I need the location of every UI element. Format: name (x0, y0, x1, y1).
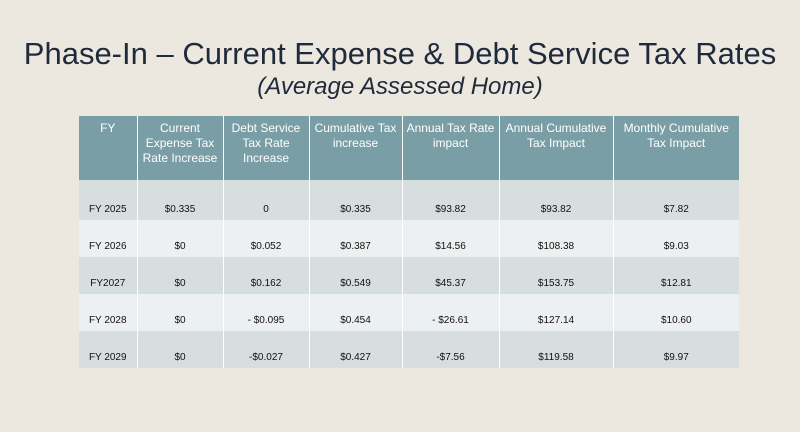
table-cell: $45.37 (402, 257, 500, 294)
table-cell: $93.82 (499, 180, 614, 220)
tax-rate-table: FY Current Expense Tax Rate Increase Deb… (79, 116, 739, 368)
table-cell: $127.14 (499, 294, 614, 331)
table-cell: $0 (137, 331, 224, 368)
table-cell: FY 2026 (79, 220, 138, 257)
table-cell: $153.75 (499, 257, 614, 294)
table-cell: FY2027 (79, 257, 138, 294)
slide-subtitle: (Average Assessed Home) (257, 73, 543, 100)
table-cell: 0 (223, 180, 310, 220)
table-cell: $0.052 (223, 220, 310, 257)
table-cell: - $26.61 (402, 294, 500, 331)
header-current-expense-tax-rate-increase: Current Expense Tax Rate Increase (137, 116, 224, 180)
table-cell: $0.387 (309, 220, 403, 257)
table-cell: - $0.095 (223, 294, 310, 331)
table-cell: $119.58 (499, 331, 614, 368)
table-cell: $93.82 (402, 180, 500, 220)
slide-title: Phase-In – Current Expense & Debt Servic… (23, 36, 777, 71)
table-cell: $9.97 (613, 331, 739, 368)
table-row: FY 2026 $0 $0.052 $0.387 $14.56 $108.38 … (79, 220, 739, 257)
table-cell: $12.81 (613, 257, 739, 294)
table-cell: $10.60 (613, 294, 739, 331)
table-cell: $0 (137, 220, 224, 257)
header-annual-tax-rate-impact: Annual Tax Rate impact (402, 116, 500, 180)
table-cell: $0.162 (223, 257, 310, 294)
table-cell: $0.335 (309, 180, 403, 220)
table-row: FY 2029 $0 -$0.027 $0.427 -$7.56 $119.58… (79, 331, 739, 368)
table-cell: -$7.56 (402, 331, 500, 368)
header-fy: FY (79, 116, 138, 180)
header-debt-service-tax-rate-increase: Debt Service Tax Rate Increase (223, 116, 310, 180)
table-cell: FY 2025 (79, 180, 138, 220)
table-cell: $0.454 (309, 294, 403, 331)
table-row: FY2027 $0 $0.162 $0.549 $45.37 $153.75 $… (79, 257, 739, 294)
table-row: FY 2025 $0.335 0 $0.335 $93.82 $93.82 $7… (79, 180, 739, 220)
table-cell: FY 2029 (79, 331, 138, 368)
table-cell: $0.549 (309, 257, 403, 294)
table-cell: $0.427 (309, 331, 403, 368)
header-annual-cumulative-tax-impact: Annual Cumulative Tax Impact (499, 116, 614, 180)
table-row: FY 2028 $0 - $0.095 $0.454 - $26.61 $127… (79, 294, 739, 331)
table-cell: $108.38 (499, 220, 614, 257)
table-cell: $0 (137, 257, 224, 294)
header-monthly-cumulative-tax-impact: Monthly Cumulative Tax Impact (613, 116, 739, 180)
table-cell: $7.82 (613, 180, 739, 220)
table-cell: $0 (137, 294, 224, 331)
table-cell: FY 2028 (79, 294, 138, 331)
table-cell: -$0.027 (223, 331, 310, 368)
table-cell: $0.335 (137, 180, 224, 220)
table-cell: $14.56 (402, 220, 500, 257)
table-header-row: FY Current Expense Tax Rate Increase Deb… (79, 116, 739, 180)
header-cumulative-tax-increase: Cumulative Tax increase (309, 116, 403, 180)
table-cell: $9.03 (613, 220, 739, 257)
